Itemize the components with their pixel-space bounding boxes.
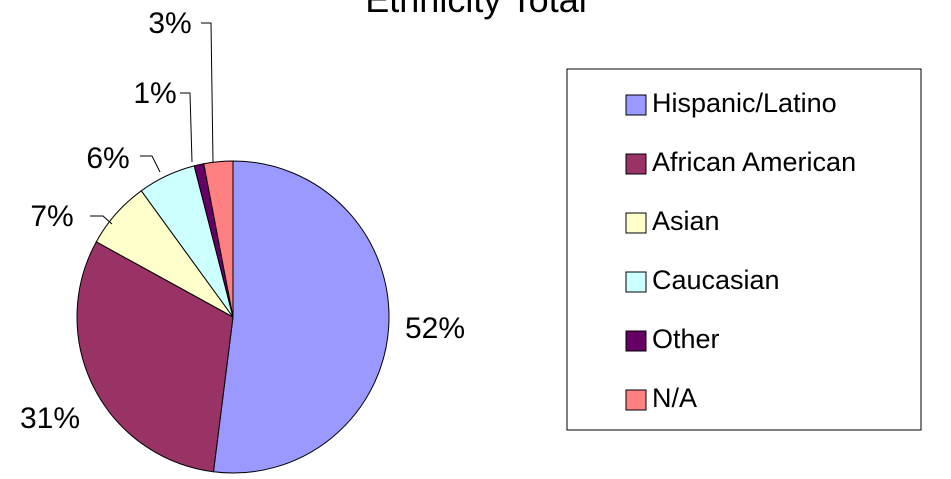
legend-swatch [625,94,647,116]
chart-title: Ethnicity Total [365,0,586,20]
legend-swatch [625,389,647,411]
legend-swatch [625,330,647,352]
legend-label: Other [652,324,720,354]
legend-label: African American [652,147,856,177]
data-label: 1% [133,77,176,110]
pie-slice [212,160,390,474]
legend-label: N/A [652,383,697,413]
data-label: 6% [86,142,129,175]
pie-slice [76,241,234,473]
pie-slice [203,160,234,318]
legend-swatch [625,153,647,175]
legend-swatch [625,271,647,293]
legend-label: Asian [652,206,720,236]
leader-line [140,155,161,173]
data-label: 3% [148,7,191,40]
leader-line [201,22,214,163]
leader-line [180,92,193,163]
leader-line [90,215,113,225]
legend-swatch [625,212,647,234]
legend-label: Caucasian [652,265,780,295]
data-label: 31% [20,402,80,435]
legend-label: Hispanic/Latino [652,88,837,118]
data-label: 7% [30,200,73,233]
legend-box [566,68,922,431]
data-label: 52% [405,312,465,345]
